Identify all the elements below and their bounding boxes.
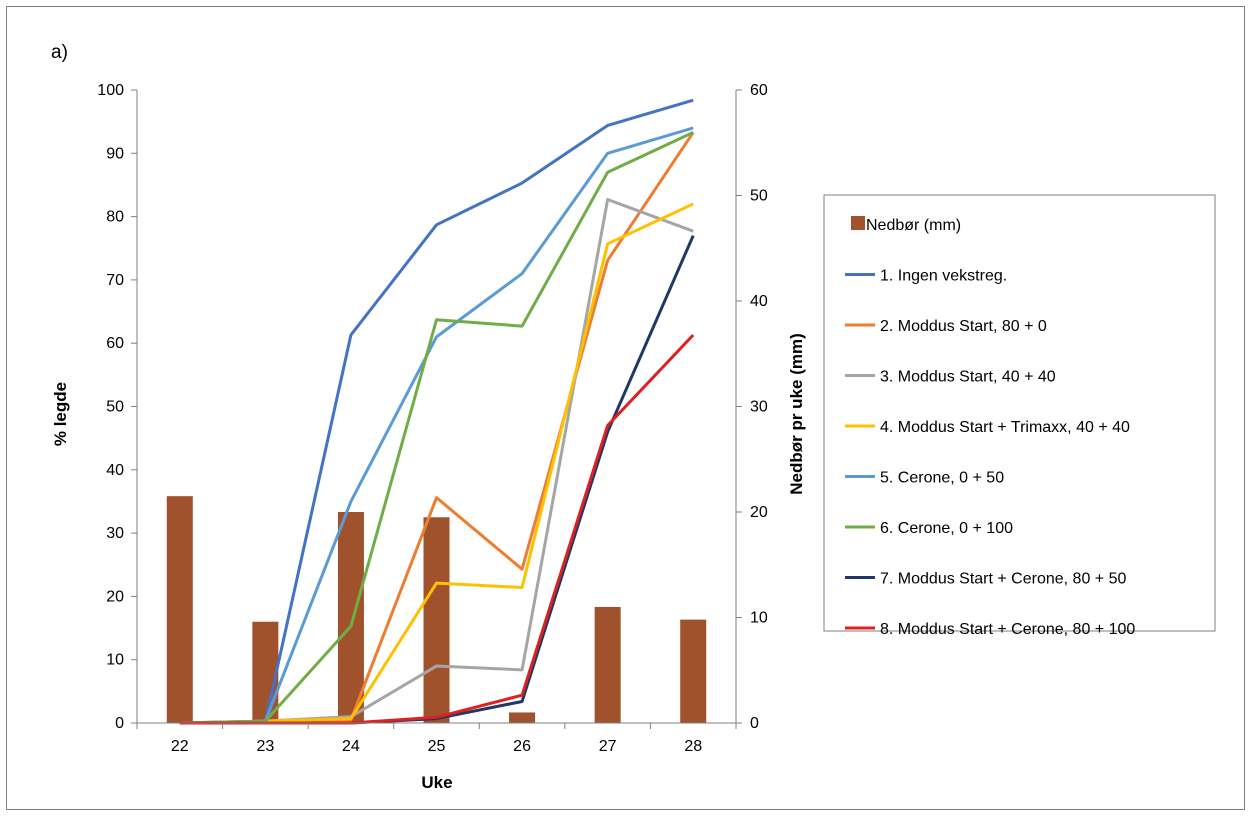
x-tick-label: 25 (428, 738, 446, 755)
y-right-tick-label: 50 (750, 188, 768, 205)
y-left-tick-label: 10 (106, 652, 124, 669)
x-tick-label: 28 (684, 738, 702, 755)
legend-box (823, 194, 1216, 632)
y-axis-left-title: % legde (51, 382, 70, 446)
legend-label: 6. Cerone, 0 + 100 (880, 520, 1013, 537)
precip-bar (166, 496, 193, 723)
y-left-tick-label: 0 (115, 715, 124, 732)
y-left-tick-label: 70 (106, 272, 124, 289)
ticks-layer: 0 10 20 30 40 50 60 70 80 90 100 0 10 20 30 40 50 60 22 23 2… (97, 82, 768, 755)
legend-label: 2. Moddus Start, 80 + 0 (880, 318, 1047, 335)
panel-label: a) (51, 42, 68, 63)
legend-items: Nedbør (mm) 1. Ingen vekstreg. 2. Moddus S… (845, 216, 1135, 638)
precip-bar (594, 606, 621, 723)
y-left-tick-label: 90 (106, 145, 124, 162)
y-axis-right-title: Nedbør pr uke (mm) (787, 333, 806, 495)
legend-label: 4. Moddus Start + Trimaxx, 40 + 40 (880, 419, 1130, 436)
y-left-tick-label: 60 (106, 335, 124, 352)
chart-svg: a) 0 10 20 30 40 50 60 70 80 90 100 0 10 20 30 40 50 60 22… (51, 42, 1216, 792)
x-axis-title: Uke (421, 773, 452, 792)
y-left-tick-label: 20 (106, 588, 124, 605)
chart-frame: a) 0 10 20 30 40 50 60 70 80 90 100 0 10 20 30 40 50 60 22… (6, 6, 1245, 810)
legend-swatch-bar (851, 216, 865, 230)
y-right-tick-label: 30 (750, 399, 768, 416)
plot-area: 0 10 20 30 40 50 60 70 80 90 100 0 10 20 30 40 50 60 22 23 2… (97, 82, 768, 755)
legend: Nedbør (mm) 1. Ingen vekstreg. 2. Moddus S… (823, 194, 1216, 638)
y-right-tick-label: 10 (750, 610, 768, 627)
legend-label: Nedbør (mm) (866, 217, 961, 234)
precip-bar (337, 512, 364, 723)
precip-bar (423, 517, 450, 723)
x-tick-label: 27 (599, 738, 617, 755)
bars-layer (166, 496, 707, 723)
y-right-tick-label: 40 (750, 293, 768, 310)
y-right-tick-label: 0 (750, 715, 759, 732)
legend-label: 5. Cerone, 0 + 50 (880, 470, 1004, 487)
x-tick-label: 24 (342, 738, 360, 755)
y-left-tick-label: 80 (106, 209, 124, 226)
legend-label: 3. Moddus Start, 40 + 40 (880, 369, 1056, 386)
precip-bar (252, 621, 279, 723)
precip-bar (509, 712, 536, 723)
series-line (179, 131, 694, 725)
legend-label: 7. Moddus Start + Cerone, 80 + 50 (880, 571, 1126, 588)
y-right-tick-label: 20 (750, 504, 768, 521)
x-tick-label: 23 (256, 738, 274, 755)
y-left-tick-label: 40 (106, 462, 124, 479)
precip-bar (680, 619, 707, 723)
legend-label: 1. Ingen vekstreg. (880, 268, 1007, 285)
x-tick-label: 22 (171, 738, 189, 755)
y-left-tick-label: 100 (97, 82, 124, 99)
y-left-tick-label: 30 (106, 525, 124, 542)
legend-label: 8. Moddus Start + Cerone, 80 + 100 (880, 621, 1135, 638)
x-tick-label: 26 (513, 738, 531, 755)
y-left-tick-label: 50 (106, 399, 124, 416)
y-right-tick-label: 60 (750, 82, 768, 99)
